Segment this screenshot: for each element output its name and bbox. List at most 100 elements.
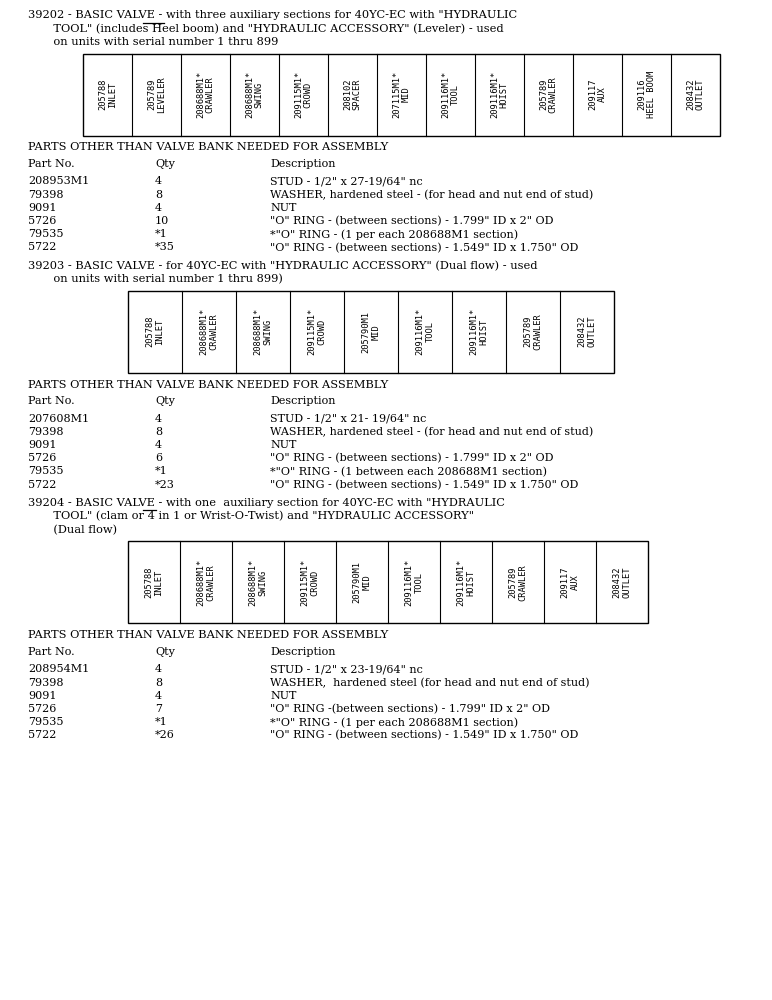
Text: 5726: 5726 xyxy=(28,453,56,463)
Text: 79535: 79535 xyxy=(28,466,63,476)
Text: 208688M1*
CRAWLER: 208688M1* CRAWLER xyxy=(200,308,218,355)
Text: 5726: 5726 xyxy=(28,216,56,226)
Text: 209115M1*
CROWD: 209115M1* CROWD xyxy=(308,308,327,355)
Text: 208432
OUTLET: 208432 OUTLET xyxy=(686,79,705,110)
Text: 79535: 79535 xyxy=(28,229,63,239)
Text: WASHER,  hardened steel (for head and nut end of stud): WASHER, hardened steel (for head and nut… xyxy=(270,678,590,688)
Text: 6: 6 xyxy=(155,453,162,463)
Text: "O" RING - (between sections) - 1.799" ID x 2" OD: "O" RING - (between sections) - 1.799" I… xyxy=(270,216,554,226)
Text: 79398: 79398 xyxy=(28,678,63,688)
Text: 205789
LEVELER: 205789 LEVELER xyxy=(147,76,166,113)
Text: *"O" RING - (1 between each 208688M1 section): *"O" RING - (1 between each 208688M1 sec… xyxy=(270,466,547,477)
Text: 5726: 5726 xyxy=(28,704,56,714)
Text: Part No.: Part No. xyxy=(28,396,75,406)
Text: 5722: 5722 xyxy=(28,242,56,252)
Text: 10: 10 xyxy=(155,216,169,226)
Text: Description: Description xyxy=(270,159,336,169)
Text: 205788
INLET: 205788 INLET xyxy=(144,567,164,598)
Text: 79398: 79398 xyxy=(28,427,63,437)
Text: Qty: Qty xyxy=(155,647,175,657)
Text: PARTS OTHER THAN VALVE BANK NEEDED FOR ASSEMBLY: PARTS OTHER THAN VALVE BANK NEEDED FOR A… xyxy=(28,630,388,640)
Text: 207608M1: 207608M1 xyxy=(28,414,89,424)
Text: 205790M1
MID: 205790M1 MID xyxy=(361,311,381,353)
Text: 209115M1*
CROWD: 209115M1* CROWD xyxy=(294,71,313,118)
Text: 79535: 79535 xyxy=(28,717,63,727)
Text: (Dual flow): (Dual flow) xyxy=(28,525,117,535)
Text: *"O" RING - (1 per each 208688M1 section): *"O" RING - (1 per each 208688M1 section… xyxy=(270,229,518,240)
Text: STUD - 1/2" x 23-19/64" nc: STUD - 1/2" x 23-19/64" nc xyxy=(270,664,423,674)
Text: 39203 - BASIC VALVE - for 40YC-EC with "HYDRAULIC ACCESSORY" (Dual flow) - used: 39203 - BASIC VALVE - for 40YC-EC with "… xyxy=(28,261,537,271)
Text: 208432
OUTLET: 208432 OUTLET xyxy=(613,567,631,598)
Text: "O" RING -(between sections) - 1.799" ID x 2" OD: "O" RING -(between sections) - 1.799" ID… xyxy=(270,704,550,714)
Text: 208953M1: 208953M1 xyxy=(28,176,90,186)
Text: 207115M1*
MID: 207115M1* MID xyxy=(392,71,411,118)
Text: 8: 8 xyxy=(155,427,162,437)
Text: NUT: NUT xyxy=(270,440,296,450)
Text: 4: 4 xyxy=(155,176,162,186)
Text: 208954M1: 208954M1 xyxy=(28,664,90,674)
Text: 205789
CRAWLER: 205789 CRAWLER xyxy=(539,76,558,113)
Text: 8: 8 xyxy=(155,190,162,200)
Text: PARTS OTHER THAN VALVE BANK NEEDED FOR ASSEMBLY: PARTS OTHER THAN VALVE BANK NEEDED FOR A… xyxy=(28,380,388,390)
Text: on units with serial number 1 thru 899: on units with serial number 1 thru 899 xyxy=(28,37,279,47)
Text: 4: 4 xyxy=(155,203,162,213)
Text: 9091: 9091 xyxy=(28,691,56,701)
Text: *1: *1 xyxy=(155,466,168,476)
Text: PARTS OTHER THAN VALVE BANK NEEDED FOR ASSEMBLY: PARTS OTHER THAN VALVE BANK NEEDED FOR A… xyxy=(28,142,388,152)
Text: 5722: 5722 xyxy=(28,730,56,740)
Text: Qty: Qty xyxy=(155,396,175,406)
Text: STUD - 1/2" x 27-19/64" nc: STUD - 1/2" x 27-19/64" nc xyxy=(270,176,423,186)
Text: *26: *26 xyxy=(155,730,175,740)
Text: on units with serial number 1 thru 899): on units with serial number 1 thru 899) xyxy=(28,274,283,285)
Text: 5722: 5722 xyxy=(28,480,56,490)
Text: *1: *1 xyxy=(155,229,168,239)
Text: 9091: 9091 xyxy=(28,203,56,213)
Text: 4: 4 xyxy=(155,440,162,450)
Bar xyxy=(83,53,720,135)
Text: NUT: NUT xyxy=(270,203,296,213)
Text: "O" RING - (between sections) - 1.549" ID x 1.750" OD: "O" RING - (between sections) - 1.549" I… xyxy=(270,242,578,253)
Text: 208432
OUTLET: 208432 OUTLET xyxy=(577,316,596,347)
Text: "O" RING - (between sections) - 1.799" ID x 2" OD: "O" RING - (between sections) - 1.799" I… xyxy=(270,453,554,464)
Text: 209116M1*
TOOL: 209116M1* TOOL xyxy=(405,559,423,606)
Text: 205789
CRAWLER: 205789 CRAWLER xyxy=(523,313,543,350)
Text: 205789
CRAWLER: 205789 CRAWLER xyxy=(509,564,527,601)
Text: NUT: NUT xyxy=(270,691,296,701)
Text: 208688M1*
CRAWLER: 208688M1* CRAWLER xyxy=(196,71,215,118)
Text: 4: 4 xyxy=(155,691,162,701)
Text: "O" RING - (between sections) - 1.549" ID x 1.750" OD: "O" RING - (between sections) - 1.549" I… xyxy=(270,730,578,741)
Text: 209115M1*
CROWD: 209115M1* CROWD xyxy=(300,559,320,606)
Text: Part No.: Part No. xyxy=(28,159,75,169)
Text: 8: 8 xyxy=(155,678,162,688)
Text: 209116M1*
HOIST: 209116M1* HOIST xyxy=(457,559,476,606)
Text: WASHER, hardened steel - (for head and nut end of stud): WASHER, hardened steel - (for head and n… xyxy=(270,190,593,200)
Text: TOOL" (clam or 4 in 1 or Wrist-O-Twist) and "HYDRAULIC ACCESSORY": TOOL" (clam or 4 in 1 or Wrist-O-Twist) … xyxy=(28,511,474,522)
Text: 7: 7 xyxy=(155,704,162,714)
Bar xyxy=(128,541,648,623)
Text: 209116M1*
HOIST: 209116M1* HOIST xyxy=(490,71,509,118)
Text: 209117
AUX: 209117 AUX xyxy=(588,79,607,110)
Text: *1: *1 xyxy=(155,717,168,727)
Text: 209116
HEEL BOOM: 209116 HEEL BOOM xyxy=(637,71,656,118)
Text: WASHER, hardened steel - (for head and nut end of stud): WASHER, hardened steel - (for head and n… xyxy=(270,427,593,437)
Text: 208688M1*
SWING: 208688M1* SWING xyxy=(249,559,267,606)
Text: Qty: Qty xyxy=(155,159,175,169)
Text: 209116M1*
TOOL: 209116M1* TOOL xyxy=(441,71,460,118)
Text: Part No.: Part No. xyxy=(28,647,75,657)
Text: 208102
SPACER: 208102 SPACER xyxy=(343,79,362,110)
Text: 9091: 9091 xyxy=(28,440,56,450)
Text: *"O" RING - (1 per each 208688M1 section): *"O" RING - (1 per each 208688M1 section… xyxy=(270,717,518,728)
Text: *23: *23 xyxy=(155,480,175,490)
Text: 209116M1*
HOIST: 209116M1* HOIST xyxy=(469,308,489,355)
Text: 39202 - BASIC VALVE - with three auxiliary sections for 40YC-EC with "HYDRAULIC: 39202 - BASIC VALVE - with three auxilia… xyxy=(28,10,517,20)
Text: *35: *35 xyxy=(155,242,175,252)
Text: 4: 4 xyxy=(155,664,162,674)
Text: Description: Description xyxy=(270,647,336,657)
Text: 205790M1
MID: 205790M1 MID xyxy=(353,561,371,603)
Text: 205788
INLET: 205788 INLET xyxy=(98,79,117,110)
Text: 39204 - BASIC VALVE - with one  auxiliary section for 40YC-EC with "HYDRAULIC: 39204 - BASIC VALVE - with one auxiliary… xyxy=(28,498,505,508)
Text: 209116M1*
TOOL: 209116M1* TOOL xyxy=(415,308,435,355)
Text: 79398: 79398 xyxy=(28,190,63,200)
Text: 208688M1*
SWING: 208688M1* SWING xyxy=(254,308,273,355)
Text: TOOL" (includes Heel boom) and "HYDRAULIC ACCESSORY" (Leveler) - used: TOOL" (includes Heel boom) and "HYDRAULI… xyxy=(28,23,503,34)
